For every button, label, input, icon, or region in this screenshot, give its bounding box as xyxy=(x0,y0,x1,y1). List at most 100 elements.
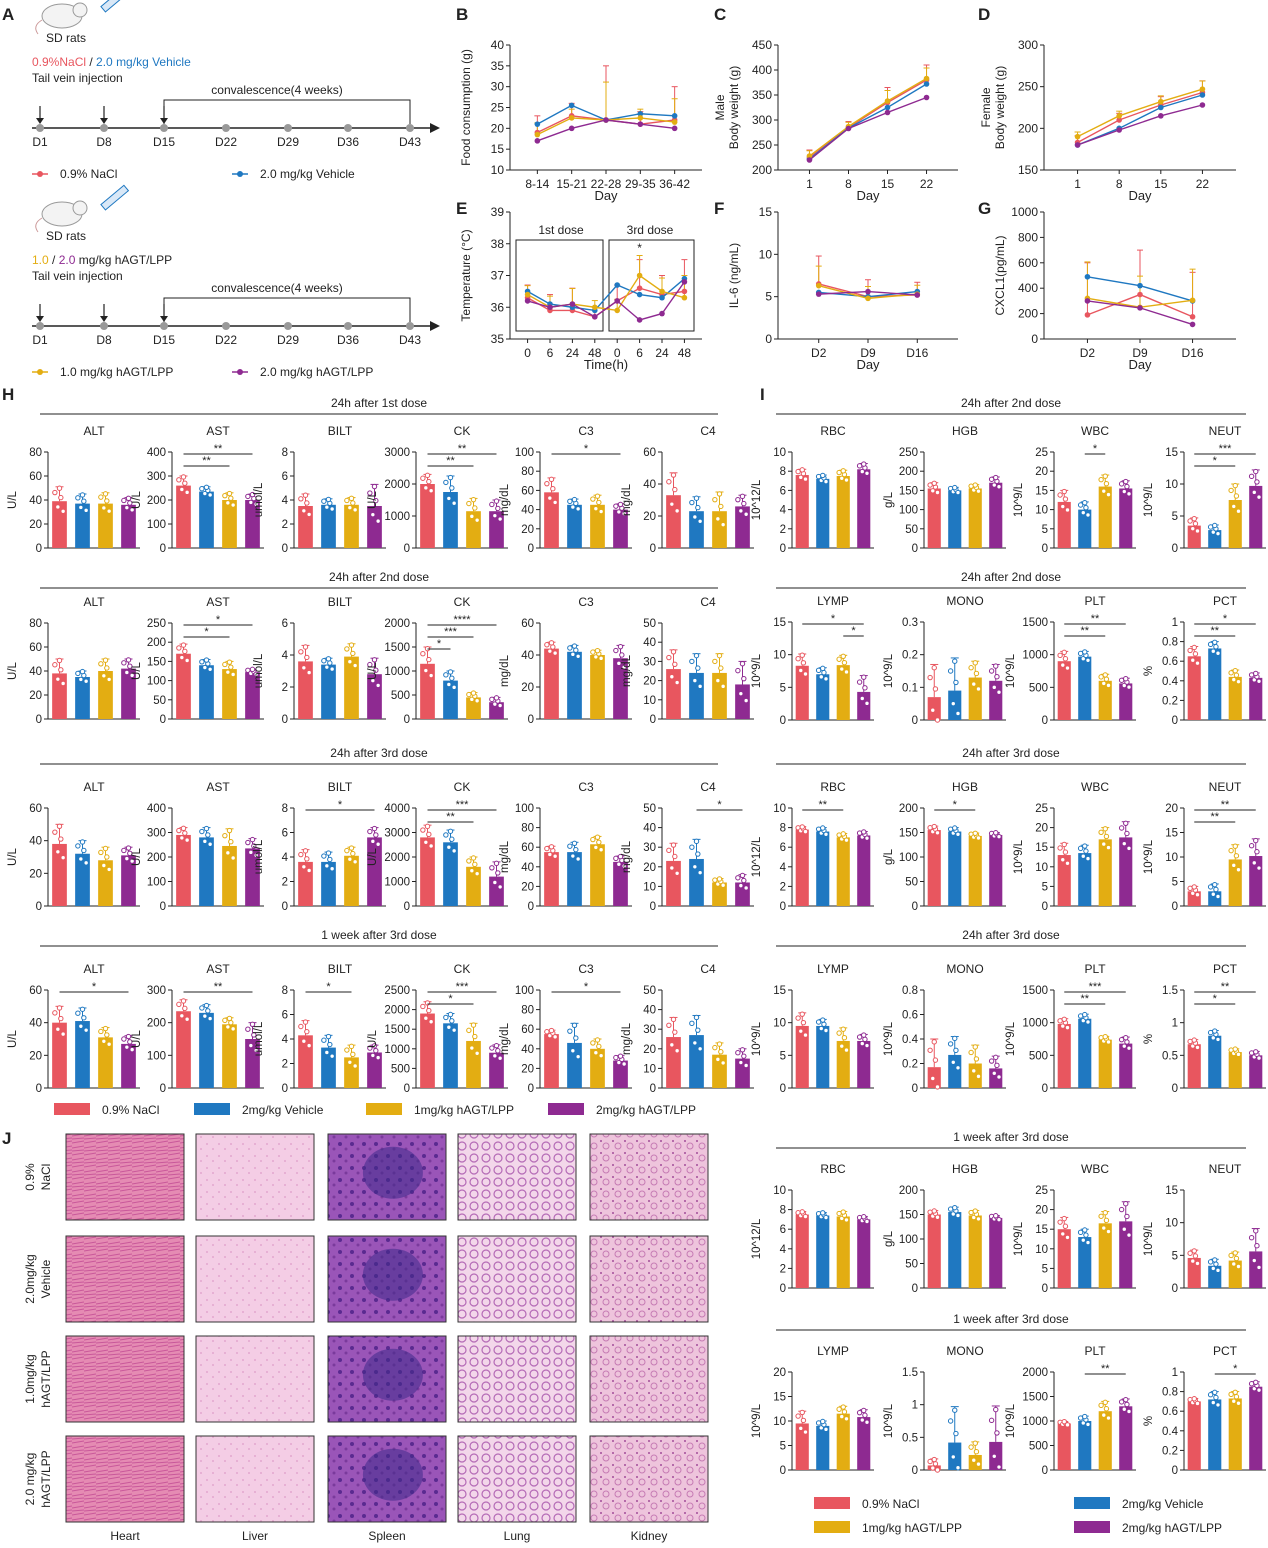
data-point xyxy=(950,700,956,707)
y-tick-label: 40 xyxy=(491,38,505,52)
data-point xyxy=(1253,468,1259,475)
chart-title: MONO xyxy=(946,962,983,976)
data-point xyxy=(304,856,310,862)
data-point xyxy=(1210,1265,1216,1272)
data-point xyxy=(1124,830,1130,837)
dose-box xyxy=(515,239,604,332)
y-tick-label: 500 xyxy=(391,690,410,702)
data-point xyxy=(972,660,978,666)
data-point xyxy=(497,702,503,709)
data-point xyxy=(670,472,677,478)
data-point xyxy=(1061,649,1067,656)
timeline-dot xyxy=(406,322,414,330)
data-point xyxy=(1103,833,1110,840)
data-point xyxy=(821,669,827,676)
data-point xyxy=(228,1019,234,1026)
data-point xyxy=(1061,1016,1067,1022)
data-point xyxy=(739,872,746,879)
bar xyxy=(245,848,260,906)
data-point xyxy=(952,484,958,491)
panel-letter-A: A xyxy=(2,5,14,24)
data-point xyxy=(614,298,621,304)
bar xyxy=(443,842,458,906)
data-point xyxy=(497,884,503,890)
y-tick-label: 15 xyxy=(759,205,773,219)
y-axis-label: g/L xyxy=(883,848,895,865)
data-point xyxy=(1248,473,1255,480)
data-point xyxy=(1235,867,1242,873)
data-point xyxy=(55,504,61,510)
data-point xyxy=(324,1049,330,1056)
timeline-dot xyxy=(344,322,352,330)
data-point xyxy=(930,1465,936,1471)
y-tick-label: 20 xyxy=(1165,803,1178,815)
bar xyxy=(836,476,850,548)
data-point xyxy=(594,834,601,840)
legend-label: 0.9% NaCl xyxy=(60,167,117,181)
y-tick-label: 10 xyxy=(773,447,786,459)
bar xyxy=(176,1011,191,1088)
data-point xyxy=(818,674,824,680)
chart-title: C3 xyxy=(578,962,594,976)
data-point xyxy=(1215,1267,1221,1274)
y-tick-label: 25 xyxy=(491,101,505,115)
data-point xyxy=(800,660,807,666)
y-tick-label: 0 xyxy=(1042,543,1048,555)
data-point xyxy=(125,1033,132,1040)
y-tick-label: 0 xyxy=(1172,1283,1178,1295)
x-tick-label: D16 xyxy=(1182,346,1204,360)
data-point xyxy=(621,1061,627,1067)
data-point xyxy=(102,845,109,852)
data-point xyxy=(1253,1049,1259,1055)
data-point xyxy=(1082,843,1088,849)
data-point xyxy=(245,493,251,500)
data-point xyxy=(489,696,495,703)
legend-swatch xyxy=(814,1497,850,1509)
bar xyxy=(1119,837,1133,906)
x-axis-label: Day xyxy=(1128,188,1152,203)
day-label: D36 xyxy=(337,135,359,149)
data-point xyxy=(975,488,982,494)
y-tick-label: 20 xyxy=(29,868,42,880)
x-tick-label: 48 xyxy=(678,346,692,360)
data-point xyxy=(1189,321,1196,328)
data-point xyxy=(743,1062,749,1069)
data-point xyxy=(60,508,66,514)
data-point xyxy=(932,686,939,692)
data-point xyxy=(81,1015,87,1021)
data-point xyxy=(489,1045,495,1051)
bar xyxy=(613,658,628,719)
injection-arrowhead-icon xyxy=(160,316,168,322)
y-tick-label: 0 xyxy=(780,1283,786,1295)
data-point xyxy=(1080,509,1086,516)
data-point xyxy=(596,839,602,845)
y-axis-label: mg/dL xyxy=(621,840,633,873)
bar xyxy=(443,492,458,548)
y-tick-label: 200 xyxy=(899,1185,918,1197)
data-point xyxy=(347,659,353,665)
data-point xyxy=(1232,1250,1238,1256)
data-point xyxy=(571,496,578,503)
data-point xyxy=(859,695,865,702)
data-point xyxy=(798,474,804,481)
bar xyxy=(176,485,191,548)
data-point xyxy=(78,504,84,511)
data-point xyxy=(569,301,576,307)
bar xyxy=(567,852,582,906)
data-point xyxy=(1191,1037,1197,1043)
data-point xyxy=(693,1014,700,1021)
data-point xyxy=(1064,860,1071,866)
data-point xyxy=(304,1028,310,1035)
data-point xyxy=(884,109,891,116)
bar xyxy=(1249,1386,1263,1470)
data-point xyxy=(1121,1043,1127,1049)
data-point xyxy=(78,676,84,683)
y-tick-label: 37 xyxy=(491,269,505,283)
data-point xyxy=(1060,1023,1066,1029)
data-point xyxy=(306,669,312,676)
data-point xyxy=(548,1027,555,1034)
data-point xyxy=(1190,1258,1196,1264)
data-point xyxy=(993,663,999,669)
